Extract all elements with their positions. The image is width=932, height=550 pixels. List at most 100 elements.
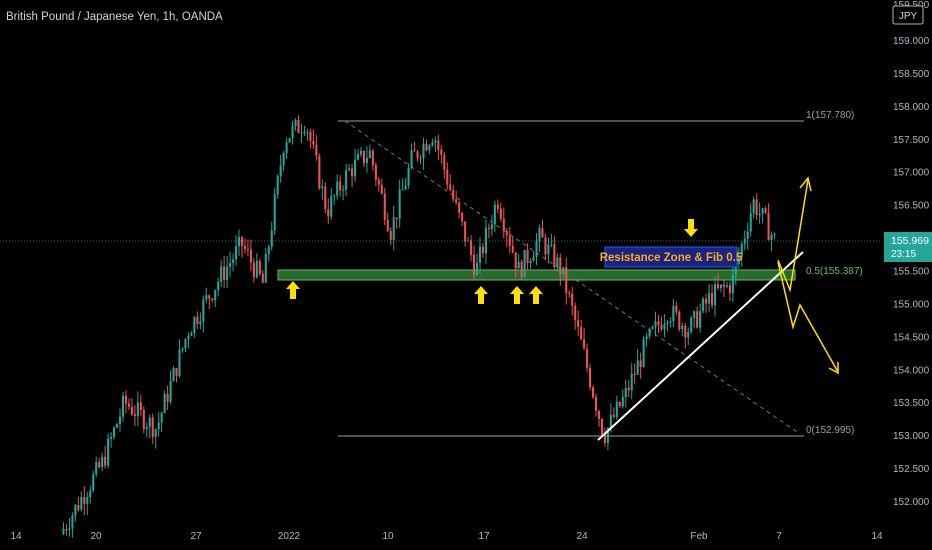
candle-body <box>365 157 368 164</box>
candle-body <box>157 422 160 430</box>
candle-body <box>196 317 199 324</box>
candle-body <box>520 261 523 278</box>
candle-body <box>62 529 65 534</box>
candle-body <box>452 189 455 200</box>
candle-body <box>770 234 773 241</box>
price-scale-label: 158.000 <box>893 102 930 113</box>
candle-body <box>526 249 529 264</box>
candle-body <box>342 189 345 191</box>
candle-body <box>758 213 761 216</box>
candle-body <box>734 263 737 276</box>
candle-body <box>496 204 499 209</box>
candle-body <box>648 328 651 337</box>
candle-body <box>675 305 678 312</box>
candle-body <box>181 348 184 350</box>
candle-body <box>139 402 142 410</box>
candle-body <box>315 144 318 156</box>
resistance-zone[interactable] <box>277 269 796 281</box>
candle-body <box>699 311 702 328</box>
candle-body <box>600 418 604 435</box>
candle-body <box>368 150 371 158</box>
candle-body <box>395 217 398 219</box>
candle-body <box>416 151 419 158</box>
candle-body <box>487 227 490 229</box>
current-price-value: 155.969 <box>891 235 929 247</box>
candle-body <box>761 208 764 214</box>
candle-body <box>589 367 592 388</box>
candle-body <box>217 282 220 291</box>
candle-body <box>202 299 205 322</box>
candle-body <box>574 305 577 321</box>
candle-body <box>749 213 752 232</box>
candle-body <box>594 397 598 411</box>
candle-body <box>597 410 601 419</box>
candle-body <box>475 262 479 276</box>
candle-body <box>621 397 624 407</box>
symbol-title[interactable]: British Pound / Japanese Yen, 1h, OANDA <box>6 11 223 23</box>
candle-body <box>568 292 571 294</box>
candle-body <box>669 321 672 323</box>
candle-body <box>294 119 297 127</box>
candle-body <box>208 295 211 299</box>
candle-body <box>645 336 648 340</box>
candle-body <box>175 367 178 377</box>
time-axis-label: 14 <box>871 531 883 542</box>
candle-body <box>193 317 196 334</box>
candle-body <box>562 267 565 275</box>
candle-body <box>226 266 229 280</box>
candle-body <box>124 395 128 404</box>
candle-body <box>398 189 401 219</box>
candle-body <box>80 497 83 510</box>
candle-body <box>419 157 422 159</box>
bearish-projection-path[interactable] <box>777 261 839 373</box>
candle-body <box>511 245 514 253</box>
candle-body <box>612 414 615 417</box>
candle-body <box>440 149 443 155</box>
candle-body <box>121 395 125 417</box>
candle-body <box>663 323 666 330</box>
candle-body <box>404 185 407 190</box>
candle-body <box>725 285 728 287</box>
candle-body <box>249 249 252 263</box>
candle-body <box>377 179 380 185</box>
candle-body <box>565 267 568 293</box>
candle-body <box>705 298 708 304</box>
candle-body <box>467 240 470 242</box>
fib-05-label: 0.5(155.387) <box>806 266 863 277</box>
candle-body <box>362 150 366 164</box>
candle-body <box>232 259 235 263</box>
price-scale-label: 152.500 <box>893 464 930 475</box>
candle-body <box>115 423 119 428</box>
fib-1-label: 1(157.780) <box>806 110 854 121</box>
candle-body <box>606 427 609 444</box>
time-axis[interactable]: 14 20 27 2022 10 17 24 Feb 7 14 <box>10 531 883 542</box>
candle-body <box>764 208 767 213</box>
candle-body <box>508 235 511 246</box>
candle-body <box>627 387 630 391</box>
candle-body <box>678 311 681 330</box>
candle-body <box>237 236 241 247</box>
candle-body <box>422 143 425 159</box>
price-scale-label: 158.500 <box>893 69 930 80</box>
candle-body <box>148 417 151 428</box>
candle-body <box>184 339 187 349</box>
candle-body <box>246 248 249 250</box>
candle-body <box>348 168 351 171</box>
candle-body <box>481 246 485 254</box>
currency-badge[interactable] <box>892 5 924 25</box>
ascending-trendline[interactable] <box>597 251 804 441</box>
bullish-projection-path[interactable] <box>777 179 809 293</box>
candle-body <box>464 221 467 242</box>
candle-body <box>68 528 71 530</box>
candle-body <box>431 142 434 146</box>
candle-body <box>401 189 404 191</box>
candle-body <box>205 295 208 300</box>
candle-body <box>288 138 291 143</box>
candle-body <box>571 293 574 306</box>
candle-body <box>428 145 431 151</box>
price-scale-label: 155.000 <box>893 299 930 310</box>
candle-body <box>559 257 562 275</box>
candle-body <box>345 170 348 190</box>
